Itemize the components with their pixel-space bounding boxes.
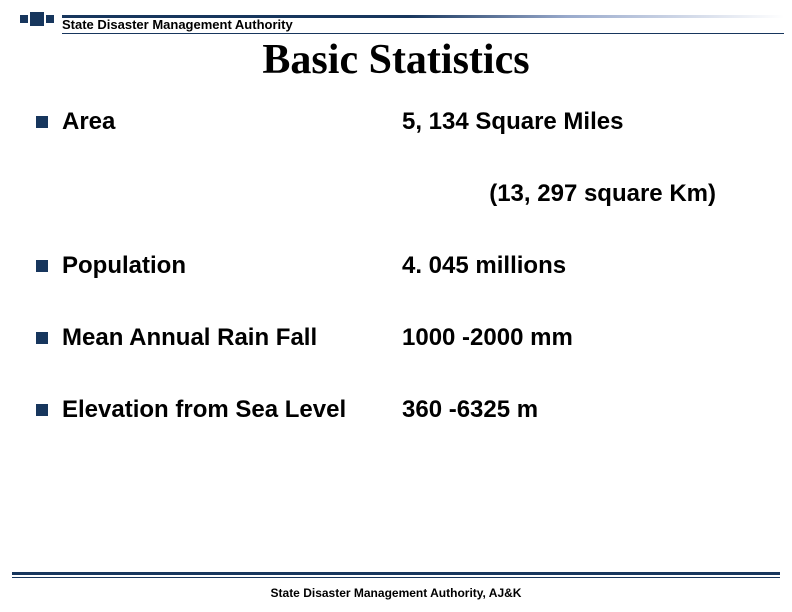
- stat-label: Population: [62, 252, 402, 280]
- footer-text: State Disaster Management Authority, AJ&…: [0, 586, 792, 600]
- slide-title: Basic Statistics: [0, 36, 792, 84]
- bullet-icon: [36, 116, 48, 128]
- footer-rule: [12, 572, 780, 578]
- content-area: Area 5, 134 Square Miles (13, 297 square…: [36, 108, 756, 468]
- bullet-icon: [36, 260, 48, 272]
- stat-value: 1000 -2000 mm: [402, 324, 573, 352]
- square-icon: [20, 15, 28, 23]
- stat-row-elevation: Elevation from Sea Level 360 -6325 m: [36, 396, 756, 424]
- footer-line-thin: [12, 577, 780, 578]
- stat-subrow-area-km: (13, 297 square Km): [36, 180, 756, 208]
- stat-row-rainfall: Mean Annual Rain Fall 1000 -2000 mm: [36, 324, 756, 352]
- stat-label: Elevation from Sea Level: [62, 396, 402, 424]
- header-bullet-decor: [20, 12, 54, 26]
- stat-subvalue: (13, 297 square Km): [36, 180, 746, 208]
- square-icon: [46, 15, 54, 23]
- bullet-icon: [36, 332, 48, 344]
- footer-line-thick: [12, 572, 780, 575]
- stat-label: Area: [62, 108, 402, 136]
- bullet-icon: [36, 404, 48, 416]
- stat-value: 360 -6325 m: [402, 396, 538, 424]
- square-icon: [30, 12, 44, 26]
- stat-row-population: Population 4. 045 millions: [36, 252, 756, 280]
- header-bar: State Disaster Management Authority: [0, 10, 792, 34]
- stat-row-area: Area 5, 134 Square Miles: [36, 108, 756, 136]
- header-rule-bottom: [62, 33, 784, 34]
- stat-label: Mean Annual Rain Fall: [62, 324, 402, 352]
- stat-value: 4. 045 millions: [402, 252, 566, 280]
- header-org-name: State Disaster Management Authority: [62, 17, 293, 32]
- stat-value: 5, 134 Square Miles: [402, 108, 623, 136]
